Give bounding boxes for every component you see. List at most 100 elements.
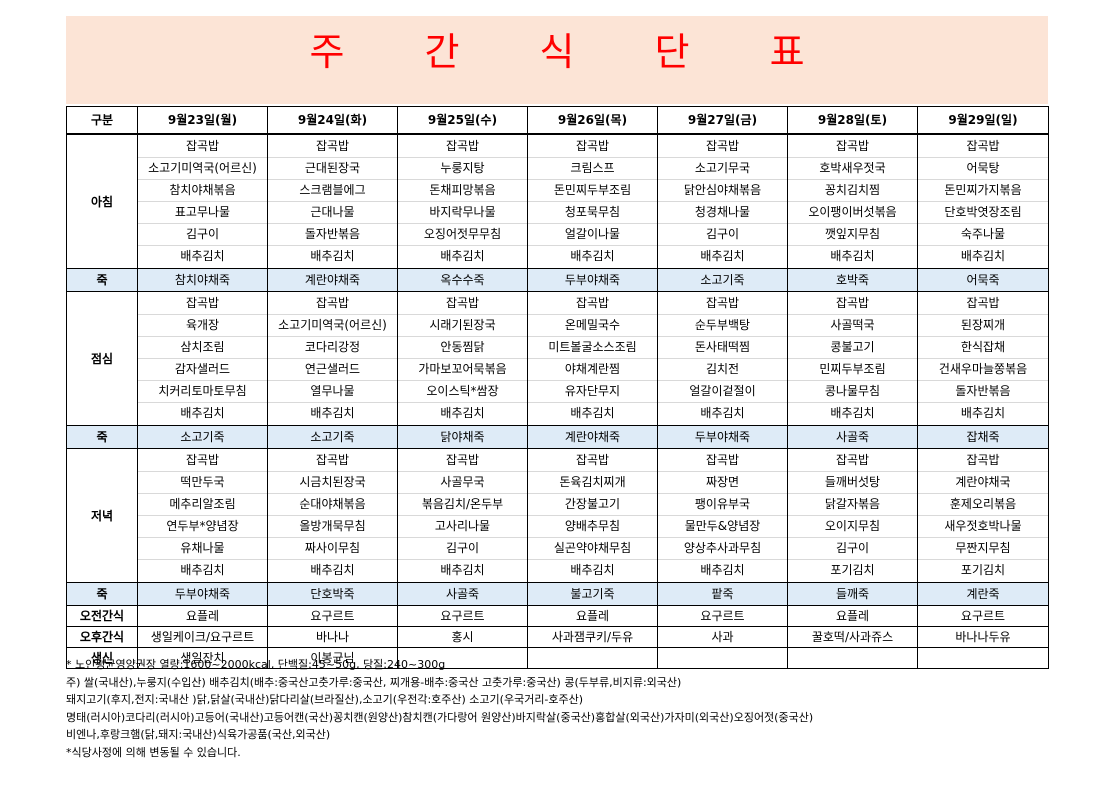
menu-item: 배추김치 <box>960 249 1006 263</box>
menu-item: 잡곡밥 <box>138 293 267 315</box>
porridge-row-item: 소고기죽 <box>267 425 398 449</box>
porridge-row-item: 계란야채죽 <box>527 425 658 449</box>
menu-item: 사골무국 <box>398 472 527 494</box>
page-title: 주 간 식 단 표 <box>309 30 839 74</box>
menu-item: 김구이 <box>788 538 917 560</box>
menu-item: 연근샐러드 <box>268 359 397 381</box>
menu-cell: 잡곡밥 순두부백탕 돈사태떡찜 김치전 얼갈이겉절이 배추김치 <box>657 291 788 426</box>
menu-item: 돌자반볶음 <box>268 224 397 246</box>
menu-item: 야채계란찜 <box>528 359 657 381</box>
pm-snack-row-item: 홍시 <box>397 626 528 648</box>
menu-item: 닭안심야채볶음 <box>658 180 787 202</box>
menu-item: 순대야채볶음 <box>268 494 397 516</box>
day-header: 9월27일(금) <box>657 106 788 135</box>
menu-item: 코다리강정 <box>268 337 397 359</box>
menu-item: 닭갈자볶음 <box>788 494 917 516</box>
am-snack-row: 오전간식 요플레 요구르트 요구르트 요플레 요구르트 요플레 요구르트 <box>66 605 1049 627</box>
pm-snack-row-label: 오후간식 <box>66 626 138 648</box>
pm-snack-row-item: 꿀호떡/사과쥬스 <box>787 626 918 648</box>
menu-item: 계란야채국 <box>918 472 1048 494</box>
menu-item: 시금치된장국 <box>268 472 397 494</box>
pm-snack-row-item: 생일케이크/요구르트 <box>137 626 268 648</box>
menu-item: 잡곡밥 <box>528 450 657 472</box>
am-snack-row-label: 오전간식 <box>66 605 138 627</box>
menu-cell: 잡곡밥 된장찌개 한식잡채 건새우마늘쫑볶음 돌자반볶음 배추김치 <box>917 291 1049 426</box>
menu-item: 잡곡밥 <box>788 293 917 315</box>
am-snack-row-item: 요플레 <box>137 605 268 627</box>
porridge-row-item: 두부야채죽 <box>527 268 658 292</box>
menu-item: 오이스틱*쌈장 <box>398 381 527 403</box>
menu-item: 호박새우젓국 <box>788 158 917 180</box>
birthday-row-item: 이봉균님 <box>267 647 398 669</box>
menu-item: 배추김치 <box>570 406 615 420</box>
menu-item: 열무나물 <box>268 381 397 403</box>
menu-item: 올방개묵무침 <box>268 516 397 538</box>
menu-item: 훈제오리볶음 <box>918 494 1048 516</box>
menu-item: 김구이 <box>658 224 787 246</box>
breakfast-row: 아침 잡곡밥 소고기미역국(어르신) 참치야채볶음 표고무나물 김구이 배추김치 잡곡밥 근대된… <box>66 133 1049 269</box>
porridge-row-item: 계란야채죽 <box>267 268 398 292</box>
porridge-row-label: 죽 <box>66 582 138 606</box>
menu-item: 짜사이무침 <box>268 538 397 560</box>
menu-cell: 잡곡밥 시래기된장국 안동찜닭 가마보꼬어묵볶음 오이스틱*쌈장 배추김치 <box>397 291 528 426</box>
menu-item: 간장불고기 <box>528 494 657 516</box>
menu-item: 새우젓호박나물 <box>918 516 1048 538</box>
note-line: * 노인평균영양권장 열량:1600~2000kcal, 단백질:45~50g,… <box>66 658 446 671</box>
pm-snack-row-item: 바나나두유 <box>917 626 1049 648</box>
birthday-row-item <box>917 647 1049 669</box>
day-header: 9월29일(일) <box>917 106 1049 135</box>
menu-item: 잡곡밥 <box>268 293 397 315</box>
menu-item: 표고무나물 <box>138 202 267 224</box>
menu-item: 시래기된장국 <box>398 315 527 337</box>
menu-item: 무짠지무침 <box>918 538 1048 560</box>
menu-item: 치커리토마토무침 <box>138 381 267 403</box>
menu-item: 들깨버섯탕 <box>788 472 917 494</box>
am-snack-row-item: 요구르트 <box>397 605 528 627</box>
menu-item: 소고기미역국(어르신) <box>138 158 267 180</box>
day-header: 9월28일(토) <box>787 106 918 135</box>
menu-item: 민찌두부조림 <box>788 359 917 381</box>
porridge-row-item: 잡채죽 <box>917 425 1049 449</box>
menu-item: 안동찜닭 <box>398 337 527 359</box>
menu-item: 잡곡밥 <box>918 293 1048 315</box>
menu-item: 오징어젓무무침 <box>398 224 527 246</box>
menu-item: 잡곡밥 <box>268 136 397 158</box>
porridge-row-item: 팥죽 <box>657 582 788 606</box>
porridge-row-item: 소고기죽 <box>137 425 268 449</box>
menu-item: 돈민찌가지볶음 <box>918 180 1048 202</box>
menu-item: 배추김치 <box>570 249 615 263</box>
note-line: 돼지고기(후지,전지:국내산 )닭,닭살(국내산)닭다리살(브라질산),소고기(… <box>66 693 584 707</box>
menu-item: 얼갈이겉절이 <box>658 381 787 403</box>
menu-item: 배추김치 <box>310 563 355 577</box>
menu-item: 잡곡밥 <box>398 450 527 472</box>
menu-item: 소고기무국 <box>658 158 787 180</box>
notes-section: * 노인평균영양권장 열량:1600~2000kcal, 단백질:45~50g,… <box>66 656 1066 762</box>
birthday-row: 생신 생일잔치 이봉균님 <box>66 647 1049 669</box>
menu-item: 육개장 <box>138 315 267 337</box>
menu-cell: 잡곡밥 육개장 삼치조림 감자샐러드 치커리토마토무침 배추김치 <box>137 291 268 426</box>
porridge-row-item: 단호박죽 <box>267 582 398 606</box>
weekly-menu-table: 구분 9월23일(월) 9월24일(화) 9월25일(수) 9월26일(목) 9… <box>66 106 1049 669</box>
menu-cell: 잡곡밥 누룽지탕 돈채피망볶음 바지락무나물 오징어젓무무침 배추김치 <box>397 133 528 269</box>
menu-item: 참치야채볶음 <box>138 180 267 202</box>
menu-item: 유자단무지 <box>528 381 657 403</box>
day-header: 9월26일(목) <box>527 106 658 135</box>
menu-item: 잡곡밥 <box>658 450 787 472</box>
menu-item: 양배추무침 <box>528 516 657 538</box>
menu-cell: 잡곡밥 사골떡국 콩불고기 민찌두부조림 콩나물무침 배추김치 <box>787 291 918 426</box>
menu-cell: 잡곡밥 어묵탕 돈민찌가지볶음 단호박엿장조림 숙주나물 배추김치 <box>917 133 1049 269</box>
menu-item: 배추김치 <box>830 406 875 420</box>
menu-item: 잡곡밥 <box>268 450 397 472</box>
day-header: 9월24일(화) <box>267 106 398 135</box>
birthday-row-label: 생신 <box>66 647 138 669</box>
porridge-row-item: 불고기죽 <box>527 582 658 606</box>
pm-snack-row: 오후간식 생일케이크/요구르트 바나나 홍시 사과잼쿠키/두유 사과 꿀호떡/사과쥬스 바나나… <box>66 626 1049 648</box>
menu-item: 고사리나물 <box>398 516 527 538</box>
menu-item: 돈채피망볶음 <box>398 180 527 202</box>
menu-item: 건새우마늘쫑볶음 <box>918 359 1048 381</box>
menu-item: 온메밀국수 <box>528 315 657 337</box>
menu-item: 숙주나물 <box>918 224 1048 246</box>
menu-cell: 잡곡밥 계란야채국 훈제오리볶음 새우젓호박나물 무짠지무침 포기김치 <box>917 448 1049 583</box>
menu-item: 잡곡밥 <box>398 136 527 158</box>
